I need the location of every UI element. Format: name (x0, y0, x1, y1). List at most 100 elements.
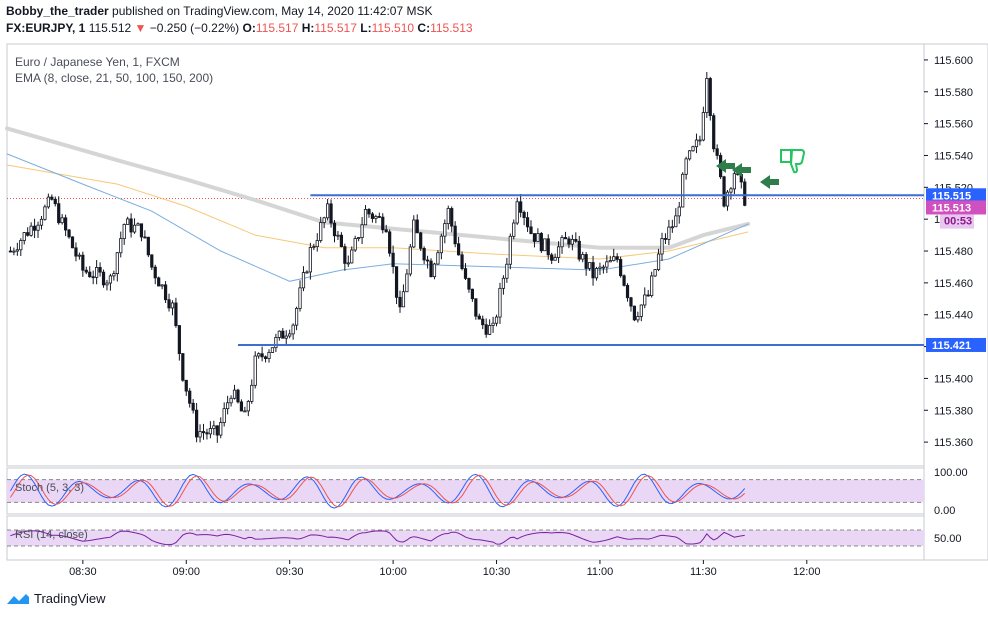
candle[interactable] (46, 193, 50, 209)
candle[interactable] (322, 216, 326, 229)
candle[interactable] (687, 150, 692, 161)
candle[interactable] (563, 231, 568, 240)
candle[interactable] (446, 205, 450, 230)
candle[interactable] (377, 212, 381, 218)
candle[interactable] (505, 257, 509, 283)
candle[interactable] (581, 251, 585, 263)
candle[interactable] (587, 262, 592, 271)
candle[interactable] (188, 388, 192, 408)
candle[interactable] (325, 199, 330, 221)
candle[interactable] (270, 347, 275, 353)
candle[interactable] (288, 329, 292, 339)
candle[interactable] (119, 231, 123, 258)
candle[interactable] (222, 402, 226, 427)
candle[interactable] (105, 279, 109, 291)
candle[interactable] (501, 275, 506, 295)
candle[interactable] (246, 399, 250, 417)
candle[interactable] (205, 428, 209, 440)
candle[interactable] (670, 219, 674, 233)
candle[interactable] (715, 144, 719, 160)
symbol[interactable]: FX:EURJPY, 1 (6, 21, 86, 35)
candle[interactable] (181, 353, 185, 382)
candle[interactable] (498, 282, 502, 324)
candle[interactable] (339, 232, 344, 248)
candle[interactable] (367, 208, 371, 218)
candle[interactable] (567, 236, 571, 249)
candle[interactable] (57, 196, 61, 225)
candle[interactable] (425, 255, 430, 269)
candle[interactable] (570, 234, 574, 251)
candle[interactable] (508, 233, 512, 270)
candle[interactable] (429, 258, 433, 278)
candle[interactable] (515, 197, 519, 225)
candle[interactable] (29, 222, 33, 237)
candle[interactable] (67, 228, 71, 239)
candle[interactable] (243, 406, 247, 413)
candle[interactable] (253, 351, 257, 389)
candle[interactable] (663, 233, 668, 244)
candle[interactable] (619, 256, 623, 278)
candle[interactable] (384, 224, 388, 233)
candle[interactable] (12, 247, 16, 256)
candle[interactable] (694, 133, 699, 154)
candle[interactable] (732, 170, 737, 195)
candle[interactable] (312, 243, 316, 251)
candle[interactable] (212, 420, 216, 436)
candle[interactable] (353, 235, 357, 252)
candle[interactable] (443, 219, 447, 244)
candle[interactable] (284, 330, 288, 346)
candle[interactable] (370, 211, 375, 223)
candle[interactable] (191, 399, 195, 414)
candle[interactable] (612, 248, 616, 262)
candle[interactable] (639, 304, 643, 322)
candle[interactable] (250, 379, 254, 404)
candle[interactable] (226, 395, 230, 415)
candle[interactable] (112, 270, 116, 281)
candle[interactable] (153, 264, 157, 285)
candle[interactable] (167, 293, 171, 312)
candle[interactable] (301, 266, 306, 292)
candle[interactable] (394, 266, 399, 305)
tradingview-branding[interactable]: TradingView (6, 591, 106, 606)
candle[interactable] (660, 232, 664, 261)
candle[interactable] (536, 228, 540, 242)
candle[interactable] (215, 425, 219, 443)
candle[interactable] (643, 287, 647, 309)
candle[interactable] (608, 255, 612, 263)
candle[interactable] (594, 266, 599, 281)
candle[interactable] (239, 399, 244, 412)
candle[interactable] (281, 328, 285, 339)
candle[interactable] (50, 194, 54, 201)
candle[interactable] (453, 221, 457, 248)
candle[interactable] (36, 221, 40, 238)
candle[interactable] (701, 106, 705, 142)
candle[interactable] (622, 274, 626, 287)
candle[interactable] (184, 379, 188, 396)
candle[interactable] (725, 189, 730, 211)
candle[interactable] (15, 242, 19, 256)
candle[interactable] (201, 423, 206, 440)
candle[interactable] (329, 199, 333, 228)
candle[interactable] (560, 235, 564, 254)
candle[interactable] (601, 264, 606, 274)
candle[interactable] (598, 262, 602, 275)
candle[interactable] (257, 352, 261, 359)
candle[interactable] (263, 355, 268, 363)
candle[interactable] (291, 323, 295, 340)
candle[interactable] (163, 281, 168, 304)
candle[interactable] (401, 284, 406, 308)
candle[interactable] (136, 222, 140, 226)
candle[interactable] (305, 270, 309, 274)
candle[interactable] (629, 296, 633, 312)
candle[interactable] (8, 246, 13, 253)
candle[interactable] (512, 219, 516, 240)
candle[interactable] (708, 76, 712, 121)
candle[interactable] (653, 269, 657, 277)
candle[interactable] (81, 251, 85, 277)
candle[interactable] (705, 71, 709, 118)
candle[interactable] (605, 255, 609, 274)
candle[interactable] (219, 417, 223, 439)
candle[interactable] (74, 242, 78, 262)
candle[interactable] (477, 313, 481, 320)
candle[interactable] (139, 223, 144, 242)
